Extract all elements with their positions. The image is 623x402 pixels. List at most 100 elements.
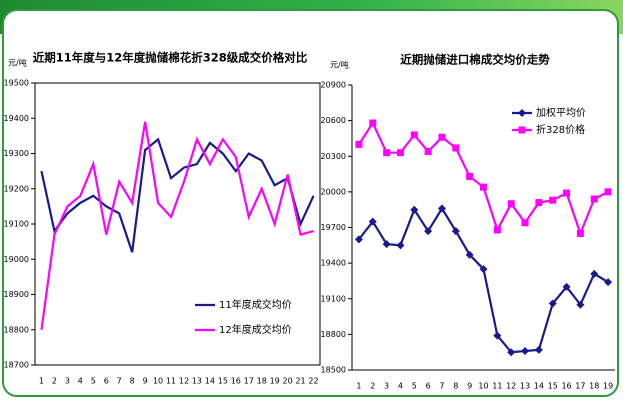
x-tick-label: 7 (117, 377, 122, 386)
y-tick-label: 19200 (4, 184, 29, 193)
x-tick-label: 11 (166, 377, 176, 386)
point-marker (535, 199, 543, 207)
point-marker (576, 300, 585, 309)
x-tick-label: 4 (398, 382, 403, 391)
point-marker (562, 282, 571, 291)
x-tick-label: 6 (426, 382, 431, 391)
y-tick-label: 19000 (4, 255, 29, 264)
point-marker (466, 172, 474, 180)
point-marker (518, 126, 526, 134)
chart-title: 近期11年度与12年度抛储棉花折328级成交价格对比 (33, 51, 308, 65)
x-tick-label: 19 (603, 382, 613, 391)
x-tick-label: 16 (231, 377, 241, 386)
y-tick-label: 18900 (4, 290, 29, 299)
x-tick-label: 5 (412, 382, 417, 391)
x-tick-label: 19 (270, 377, 280, 386)
x-tick-label: 13 (192, 377, 202, 386)
y-tick-label: 20600 (321, 116, 346, 125)
series-line (40, 137, 315, 253)
y-tick-label: 19400 (4, 114, 29, 123)
x-tick-label: 18 (257, 377, 267, 386)
x-tick-label: 10 (478, 382, 488, 391)
point-marker (396, 149, 404, 157)
y-tick-label: 18800 (4, 325, 29, 334)
x-tick-label: 10 (153, 377, 163, 386)
x-tick-label: 1 (39, 377, 44, 386)
point-marker (424, 148, 432, 155)
x-tick-label: 9 (143, 377, 148, 386)
y-tick-label: 19500 (4, 79, 29, 88)
legend-label: 11年度成交均价 (219, 298, 292, 311)
y-tick-label: 20900 (321, 81, 346, 90)
x-tick-label: 22 (308, 377, 318, 386)
point-marker (576, 229, 584, 237)
point-marker (590, 195, 598, 203)
point-marker (590, 269, 599, 278)
y-axis-unit: 元/吨 (330, 60, 349, 70)
x-tick-label: 6 (104, 377, 109, 386)
legend-label: 加权平均价 (536, 106, 586, 119)
point-marker (534, 345, 543, 354)
point-marker (518, 109, 526, 117)
y-axis-unit: 元/吨 (8, 58, 27, 68)
x-tick-label: 18 (589, 382, 599, 391)
point-marker (493, 226, 501, 234)
point-marker (480, 183, 487, 191)
point-marker (563, 189, 571, 197)
x-tick-label: 4 (78, 377, 83, 386)
y-tick-label: 19300 (4, 149, 29, 158)
y-tick-label: 19100 (4, 220, 29, 229)
x-tick-label: 5 (91, 377, 96, 386)
point-marker (369, 119, 377, 127)
x-tick-label: 13 (520, 382, 530, 391)
x-tick-label: 8 (453, 382, 458, 391)
point-marker (410, 205, 419, 214)
x-tick-label: 2 (52, 377, 57, 386)
point-marker (383, 149, 391, 157)
x-tick-label: 12 (179, 377, 189, 386)
point-marker (354, 235, 363, 244)
x-tick-label: 7 (439, 382, 444, 391)
chart-title: 近期抛储进口棉成交均价走势 (400, 53, 550, 67)
x-tick-label: 16 (561, 382, 571, 391)
x-tick-label: 15 (218, 377, 228, 386)
x-tick-label: 14 (534, 382, 544, 391)
x-tick-label: 2 (370, 382, 375, 391)
y-tick-label: 19700 (321, 223, 346, 232)
x-tick-label: 14 (205, 377, 215, 386)
x-tick-label: 1 (356, 382, 361, 391)
point-marker (368, 217, 377, 226)
point-marker (424, 227, 433, 236)
point-marker (521, 347, 530, 355)
point-marker (604, 278, 613, 287)
point-marker (479, 265, 488, 274)
point-marker (549, 196, 557, 204)
x-tick-label: 20 (283, 377, 293, 386)
point-marker (465, 250, 474, 259)
x-tick-label: 21 (295, 377, 305, 386)
y-tick-label: 20000 (321, 187, 346, 196)
legend-label: 12年度成交均价 (219, 323, 292, 336)
y-tick-label: 18800 (321, 330, 346, 339)
point-marker (438, 133, 446, 141)
point-marker (604, 188, 612, 196)
x-tick-label: 11 (492, 382, 502, 391)
point-marker (451, 227, 460, 236)
y-tick-label: 20300 (321, 152, 346, 161)
x-tick-label: 9 (467, 382, 472, 391)
point-marker (548, 299, 557, 308)
y-tick-label: 19100 (321, 294, 346, 303)
point-marker (452, 144, 460, 152)
x-tick-label: 17 (244, 377, 254, 386)
x-tick-label: 3 (65, 377, 70, 386)
point-marker (396, 241, 405, 250)
y-tick-label: 18500 (321, 366, 346, 375)
legend-label: 折328价格 (536, 123, 585, 136)
x-tick-label: 8 (130, 377, 135, 386)
series-line (40, 121, 314, 330)
y-tick-label: 18700 (4, 361, 29, 370)
point-marker (507, 200, 515, 208)
